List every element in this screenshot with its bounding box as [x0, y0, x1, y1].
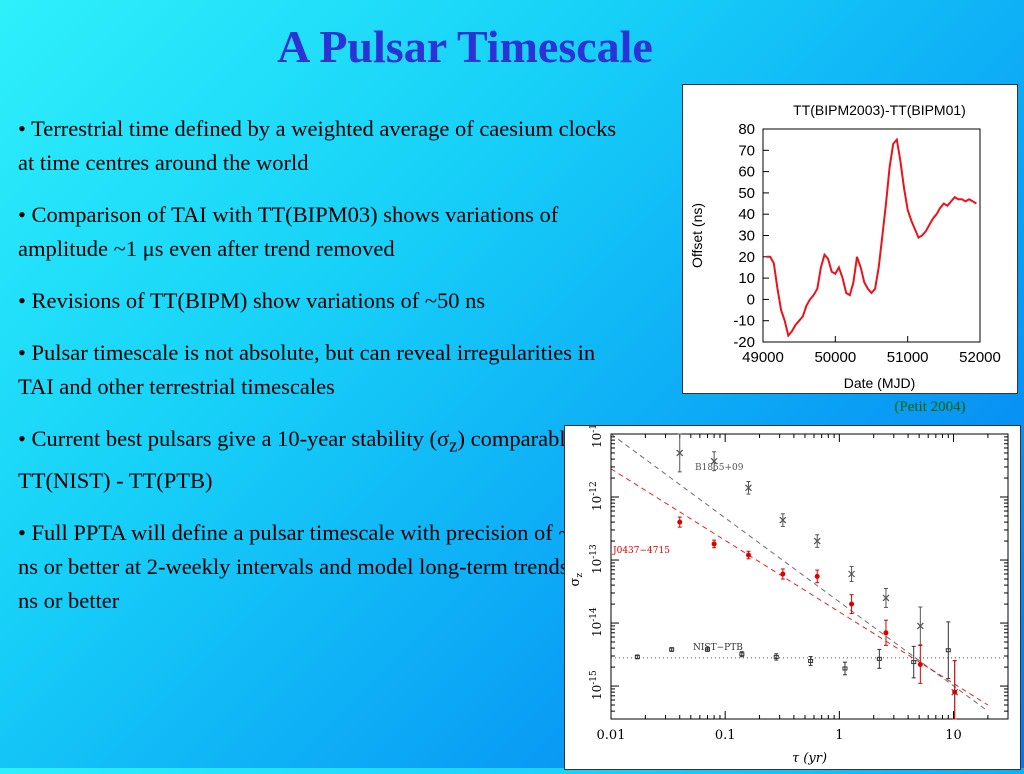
- data-point: [634, 654, 640, 659]
- data-point: [808, 658, 814, 663]
- series-label: B1855+09: [695, 463, 744, 473]
- x-tick-label: 10: [945, 728, 962, 743]
- bullet-item: • Terrestrial time defined by a weighted…: [18, 116, 617, 175]
- series-label: J0437−4715: [612, 546, 670, 556]
- bullet-item: • Comparison of TAI with TT(BIPM03) show…: [18, 202, 559, 261]
- data-point: [677, 519, 683, 525]
- sigma-symbol: σ: [437, 426, 450, 451]
- slide-title: A Pulsar Timescale: [277, 21, 653, 72]
- x-axis-label: τ (yr): [792, 751, 827, 766]
- data-point: [849, 601, 855, 607]
- y-tick-label: 10: [738, 270, 755, 287]
- plot-frame: [610, 433, 1009, 720]
- data-point: [952, 689, 958, 695]
- data-point: [882, 594, 890, 602]
- offset-series-line: [766, 137, 977, 338]
- data-point: [842, 666, 848, 671]
- offset-chart-panel: TT(BIPM2003)-TT(BIPM01) 49000 50000 51000 52…: [682, 84, 1018, 394]
- x-tick-label: 52000: [959, 349, 1001, 366]
- data-point: [848, 570, 856, 578]
- data-point: [739, 652, 745, 657]
- data-point: [916, 622, 924, 630]
- y-tick-label: 10-15: [589, 670, 604, 700]
- data-point: [704, 647, 710, 652]
- data-point: [883, 630, 889, 636]
- data-point: [711, 541, 717, 547]
- data-point: [676, 449, 684, 457]
- data-point: [945, 648, 951, 653]
- bullet-item: • Revisions of TT(BIPM) show variations …: [18, 288, 486, 313]
- data-point: [917, 661, 923, 667]
- y-tick-label: 60: [738, 164, 755, 181]
- y-tick-label: 50: [738, 185, 755, 202]
- y-axis-label: σz: [568, 573, 585, 587]
- y-tick-label: 0: [747, 291, 755, 308]
- bullet-item: • Current best pulsars give a 10-year st…: [18, 422, 618, 498]
- x-tick-label: 0.1: [715, 728, 736, 743]
- chart-caption: (Petit 2004): [894, 399, 966, 415]
- y-tick-label: 20: [738, 249, 755, 266]
- trend-line: [610, 433, 989, 712]
- data-point: [745, 484, 752, 492]
- y-tick-label: 10-13: [589, 544, 604, 574]
- chart-title: TT(BIPM2003)-TT(BIPM01): [793, 102, 966, 118]
- y-tick-label: 80: [738, 121, 755, 138]
- data-point: [814, 573, 820, 579]
- x-axis-label: Date (MJD): [844, 375, 916, 391]
- x-tick-label: 51000: [887, 349, 929, 366]
- data-point: [669, 647, 675, 652]
- data-point: [779, 516, 787, 524]
- data-point: [813, 537, 821, 545]
- trend-line: [610, 468, 989, 706]
- sigma-subscript: z: [449, 435, 458, 457]
- data-point: [745, 552, 751, 558]
- data-point: [710, 457, 718, 465]
- bullet-item: • Pulsar timescale is not absolute, but …: [18, 340, 596, 399]
- y-axis-label: Offset (ns): [689, 203, 705, 268]
- series-label: NIST−PTB: [693, 643, 743, 653]
- y-tick-label: 10-14: [589, 607, 604, 637]
- x-tick-label: 0.01: [597, 728, 626, 743]
- bullet-list: • Terrestrial time defined by a weighted…: [18, 112, 618, 636]
- stability-chart-panel: 0.01 0.1 1 10 10-15 10-14 10-13 10-12 10-11 τ (yr…: [564, 418, 1021, 770]
- y-tick-label: -20: [733, 334, 755, 351]
- y-tick-label: 10-11: [589, 426, 604, 448]
- x-tick-label: 1: [835, 728, 843, 743]
- bullet-item: • Full PPTA will define a pulsar timesca…: [18, 519, 609, 613]
- y-tick-label: -10: [733, 313, 755, 330]
- data-point: [780, 571, 786, 577]
- y-tick-label: 10-12: [589, 481, 604, 511]
- plot-frame: [762, 128, 981, 343]
- data-point: [911, 660, 917, 665]
- data-point: [773, 654, 779, 659]
- bullet-text: • Current best pulsars give a 10-year st…: [18, 426, 438, 451]
- stability-chart: 0.01 0.1 1 10 10-15 10-14 10-13 10-12 10-11 τ (yr…: [568, 418, 1009, 766]
- x-tick-label: 50000: [814, 349, 856, 366]
- x-tick-label: 49000: [742, 349, 784, 366]
- offset-chart: TT(BIPM2003)-TT(BIPM01) 49000 50000 51000 52…: [689, 102, 1001, 391]
- data-point: [876, 656, 882, 661]
- y-tick-label: 30: [738, 228, 755, 245]
- y-tick-label: 40: [738, 206, 755, 223]
- y-tick-label: 70: [738, 142, 755, 159]
